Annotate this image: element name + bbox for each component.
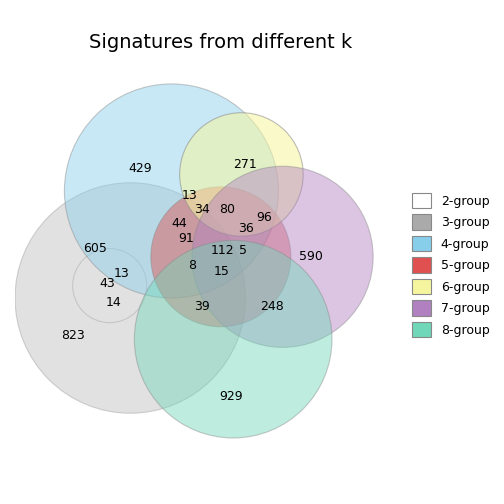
Text: 44: 44 bbox=[172, 217, 187, 230]
Circle shape bbox=[135, 240, 332, 438]
Text: 15: 15 bbox=[214, 265, 230, 278]
Text: 96: 96 bbox=[256, 211, 272, 224]
Text: 429: 429 bbox=[129, 162, 152, 175]
Text: 39: 39 bbox=[195, 300, 210, 312]
Text: 8: 8 bbox=[188, 259, 196, 272]
Text: 36: 36 bbox=[238, 221, 254, 234]
Circle shape bbox=[73, 248, 147, 323]
Text: 43: 43 bbox=[100, 277, 115, 290]
Circle shape bbox=[151, 187, 291, 327]
Circle shape bbox=[15, 183, 245, 413]
Text: 248: 248 bbox=[261, 300, 284, 312]
Legend: 2-group, 3-group, 4-group, 5-group, 6-group, 7-group, 8-group: 2-group, 3-group, 4-group, 5-group, 6-gr… bbox=[407, 188, 494, 342]
Text: 605: 605 bbox=[83, 242, 107, 255]
Circle shape bbox=[179, 113, 303, 236]
Circle shape bbox=[192, 166, 373, 347]
Text: 14: 14 bbox=[106, 296, 121, 308]
Text: 823: 823 bbox=[61, 329, 85, 342]
Text: 13: 13 bbox=[182, 188, 198, 202]
Title: Signatures from different k: Signatures from different k bbox=[89, 33, 352, 52]
Text: 34: 34 bbox=[195, 203, 210, 216]
Text: 590: 590 bbox=[299, 250, 324, 263]
Text: 112: 112 bbox=[211, 244, 235, 257]
Text: 91: 91 bbox=[178, 232, 194, 245]
Text: 271: 271 bbox=[233, 158, 257, 171]
Text: 5: 5 bbox=[239, 244, 247, 257]
Circle shape bbox=[65, 84, 278, 298]
Text: 13: 13 bbox=[114, 267, 130, 280]
Text: 929: 929 bbox=[219, 390, 243, 403]
Text: 80: 80 bbox=[219, 203, 235, 216]
